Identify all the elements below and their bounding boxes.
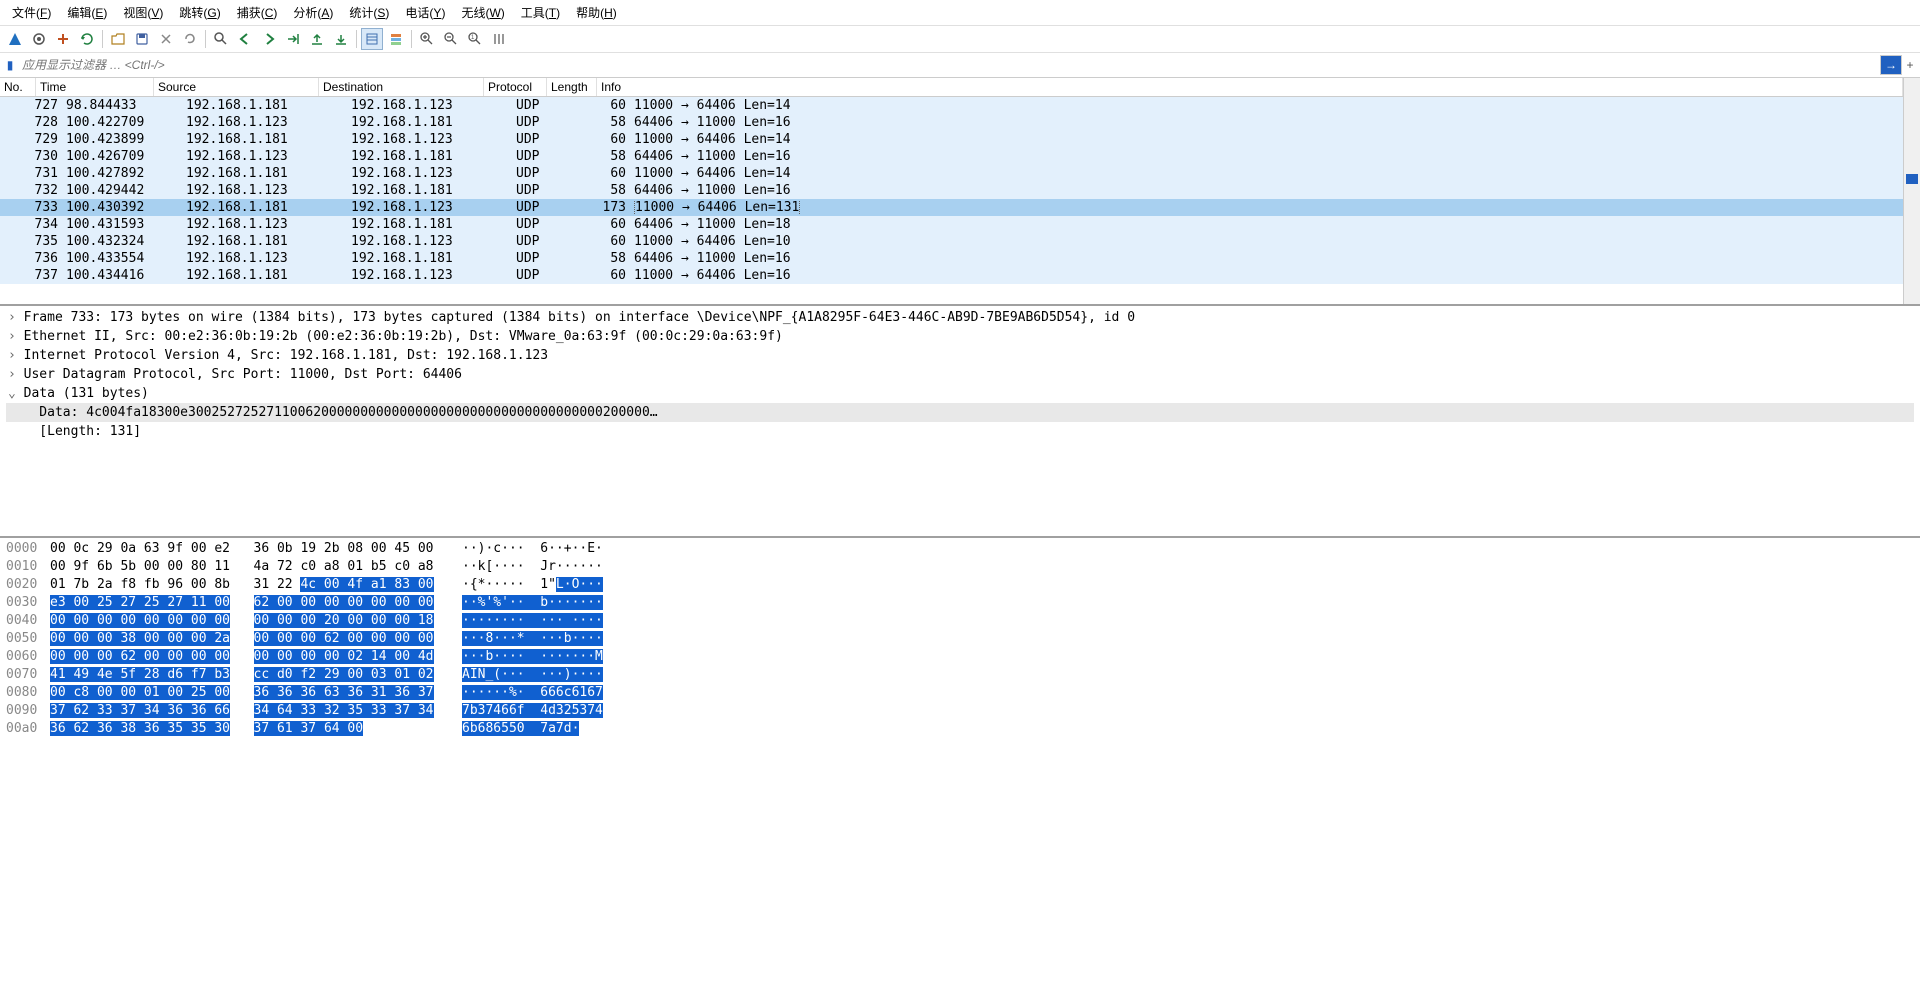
hex-line[interactable]: 008000 c8 00 00 01 00 25 00 36 36 36 63 … <box>6 684 1914 702</box>
packet-row[interactable]: 730100.426709192.168.1.123192.168.1.181U… <box>0 148 1903 165</box>
hex-line[interactable]: 009037 62 33 37 34 36 36 66 34 64 33 32 … <box>6 702 1914 720</box>
go-forward-icon[interactable] <box>258 28 280 50</box>
capture-options-icon[interactable] <box>28 28 50 50</box>
packet-details[interactable]: Frame 733: 173 bytes on wire (1384 bits)… <box>0 306 1920 538</box>
menu-item[interactable]: 分析(A) <box>285 2 341 23</box>
separator <box>205 30 206 48</box>
detail-row[interactable]: User Datagram Protocol, Src Port: 11000,… <box>6 365 1914 384</box>
open-file-icon[interactable] <box>107 28 129 50</box>
display-filter-input[interactable] <box>18 55 1880 75</box>
col-destination[interactable]: Destination <box>319 78 484 96</box>
hex-line[interactable]: 001000 9f 6b 5b 00 00 80 11 4a 72 c0 a8 … <box>6 558 1914 576</box>
packet-row[interactable]: 736100.433554192.168.1.123192.168.1.181U… <box>0 250 1903 267</box>
packet-list[interactable]: No. Time Source Destination Protocol Len… <box>0 78 1903 304</box>
menu-item[interactable]: 帮助(H) <box>568 2 625 23</box>
detail-row[interactable]: Ethernet II, Src: 00:e2:36:0b:19:2b (00:… <box>6 327 1914 346</box>
reload-icon[interactable] <box>179 28 201 50</box>
packet-row[interactable]: 732100.429442192.168.1.123192.168.1.181U… <box>0 182 1903 199</box>
start-capture-icon[interactable] <box>52 28 74 50</box>
hex-line[interactable]: 00a036 62 36 38 36 35 35 30 37 61 37 64 … <box>6 720 1914 738</box>
menu-item[interactable]: 统计(S) <box>341 2 397 23</box>
menu-item[interactable]: 视图(V) <box>115 2 171 23</box>
menu-item[interactable]: 跳转(G) <box>171 2 228 23</box>
resize-columns-icon[interactable] <box>488 28 510 50</box>
hex-line[interactable]: 006000 00 00 62 00 00 00 00 00 00 00 00 … <box>6 648 1914 666</box>
col-protocol[interactable]: Protocol <box>484 78 547 96</box>
detail-row[interactable]: Frame 733: 173 bytes on wire (1384 bits)… <box>6 308 1914 327</box>
autoscroll-icon[interactable] <box>361 28 383 50</box>
packet-bytes[interactable]: 000000 0c 29 0a 63 9f 00 e2 36 0b 19 2b … <box>0 538 1920 748</box>
packet-row[interactable]: 728100.422709192.168.1.123192.168.1.181U… <box>0 114 1903 131</box>
hex-line[interactable]: 000000 0c 29 0a 63 9f 00 e2 36 0b 19 2b … <box>6 540 1914 558</box>
filter-add-button[interactable]: + <box>1902 58 1918 72</box>
separator <box>411 30 412 48</box>
colorize-icon[interactable] <box>385 28 407 50</box>
save-file-icon[interactable] <box>131 28 153 50</box>
packet-row[interactable]: 733100.430392192.168.1.181192.168.1.123U… <box>0 199 1903 216</box>
menu-item[interactable]: 捕获(C) <box>229 2 286 23</box>
bookmark-icon[interactable]: ▮ <box>2 55 18 75</box>
zoom-in-icon[interactable] <box>416 28 438 50</box>
packet-row[interactable]: 737100.434416192.168.1.181192.168.1.123U… <box>0 267 1903 284</box>
toolbar: 1 <box>0 26 1920 53</box>
packet-list-header[interactable]: No. Time Source Destination Protocol Len… <box>0 78 1903 97</box>
menu-item[interactable]: 无线(W) <box>453 2 512 23</box>
goto-first-icon[interactable] <box>306 28 328 50</box>
detail-row[interactable]: [Length: 131] <box>6 422 1914 441</box>
menu-item[interactable]: 电话(Y) <box>397 2 453 23</box>
goto-last-icon[interactable] <box>330 28 352 50</box>
scrollbar-thumb[interactable] <box>1906 174 1918 184</box>
hex-line[interactable]: 007041 49 4e 5f 28 d6 f7 b3 cc d0 f2 29 … <box>6 666 1914 684</box>
zoom-out-icon[interactable] <box>440 28 462 50</box>
packet-row[interactable]: 734100.431593192.168.1.123192.168.1.181U… <box>0 216 1903 233</box>
menu-item[interactable]: 工具(T) <box>513 2 568 23</box>
hex-line[interactable]: 005000 00 00 38 00 00 00 2a 00 00 00 62 … <box>6 630 1914 648</box>
detail-row[interactable]: Internet Protocol Version 4, Src: 192.16… <box>6 346 1914 365</box>
menu-item[interactable]: 文件(F) <box>4 2 59 23</box>
find-icon[interactable] <box>210 28 232 50</box>
separator <box>356 30 357 48</box>
col-length[interactable]: Length <box>547 78 597 96</box>
col-time[interactable]: Time <box>36 78 154 96</box>
filter-bar: ▮ → + <box>0 53 1920 78</box>
packet-row[interactable]: 72798.844433192.168.1.181192.168.1.123UD… <box>0 97 1903 114</box>
restart-capture-icon[interactable] <box>76 28 98 50</box>
goto-packet-icon[interactable] <box>282 28 304 50</box>
hex-line[interactable]: 004000 00 00 00 00 00 00 00 00 00 00 20 … <box>6 612 1914 630</box>
go-back-icon[interactable] <box>234 28 256 50</box>
col-info[interactable]: Info <box>597 78 1903 96</box>
hex-line[interactable]: 0030e3 00 25 27 25 27 11 00 62 00 00 00 … <box>6 594 1914 612</box>
separator <box>102 30 103 48</box>
detail-row[interactable]: Data: 4c004fa18300e300252725271100620000… <box>6 403 1914 422</box>
packet-row[interactable]: 729100.423899192.168.1.181192.168.1.123U… <box>0 131 1903 148</box>
detail-row[interactable]: Data (131 bytes) <box>6 384 1914 403</box>
zoom-reset-icon[interactable]: 1 <box>464 28 486 50</box>
fin-icon[interactable] <box>4 28 26 50</box>
packet-scrollbar[interactable] <box>1903 78 1920 304</box>
col-no[interactable]: No. <box>0 78 36 96</box>
hex-line[interactable]: 002001 7b 2a f8 fb 96 00 8b 31 22 4c 00 … <box>6 576 1914 594</box>
col-source[interactable]: Source <box>154 78 319 96</box>
filter-apply-button[interactable]: → <box>1880 55 1902 75</box>
packet-row[interactable]: 731100.427892192.168.1.181192.168.1.123U… <box>0 165 1903 182</box>
close-file-icon[interactable] <box>155 28 177 50</box>
menu-item[interactable]: 编辑(E) <box>59 2 115 23</box>
menubar: 文件(F)编辑(E)视图(V)跳转(G)捕获(C)分析(A)统计(S)电话(Y)… <box>0 0 1920 26</box>
packet-row[interactable]: 735100.432324192.168.1.181192.168.1.123U… <box>0 233 1903 250</box>
